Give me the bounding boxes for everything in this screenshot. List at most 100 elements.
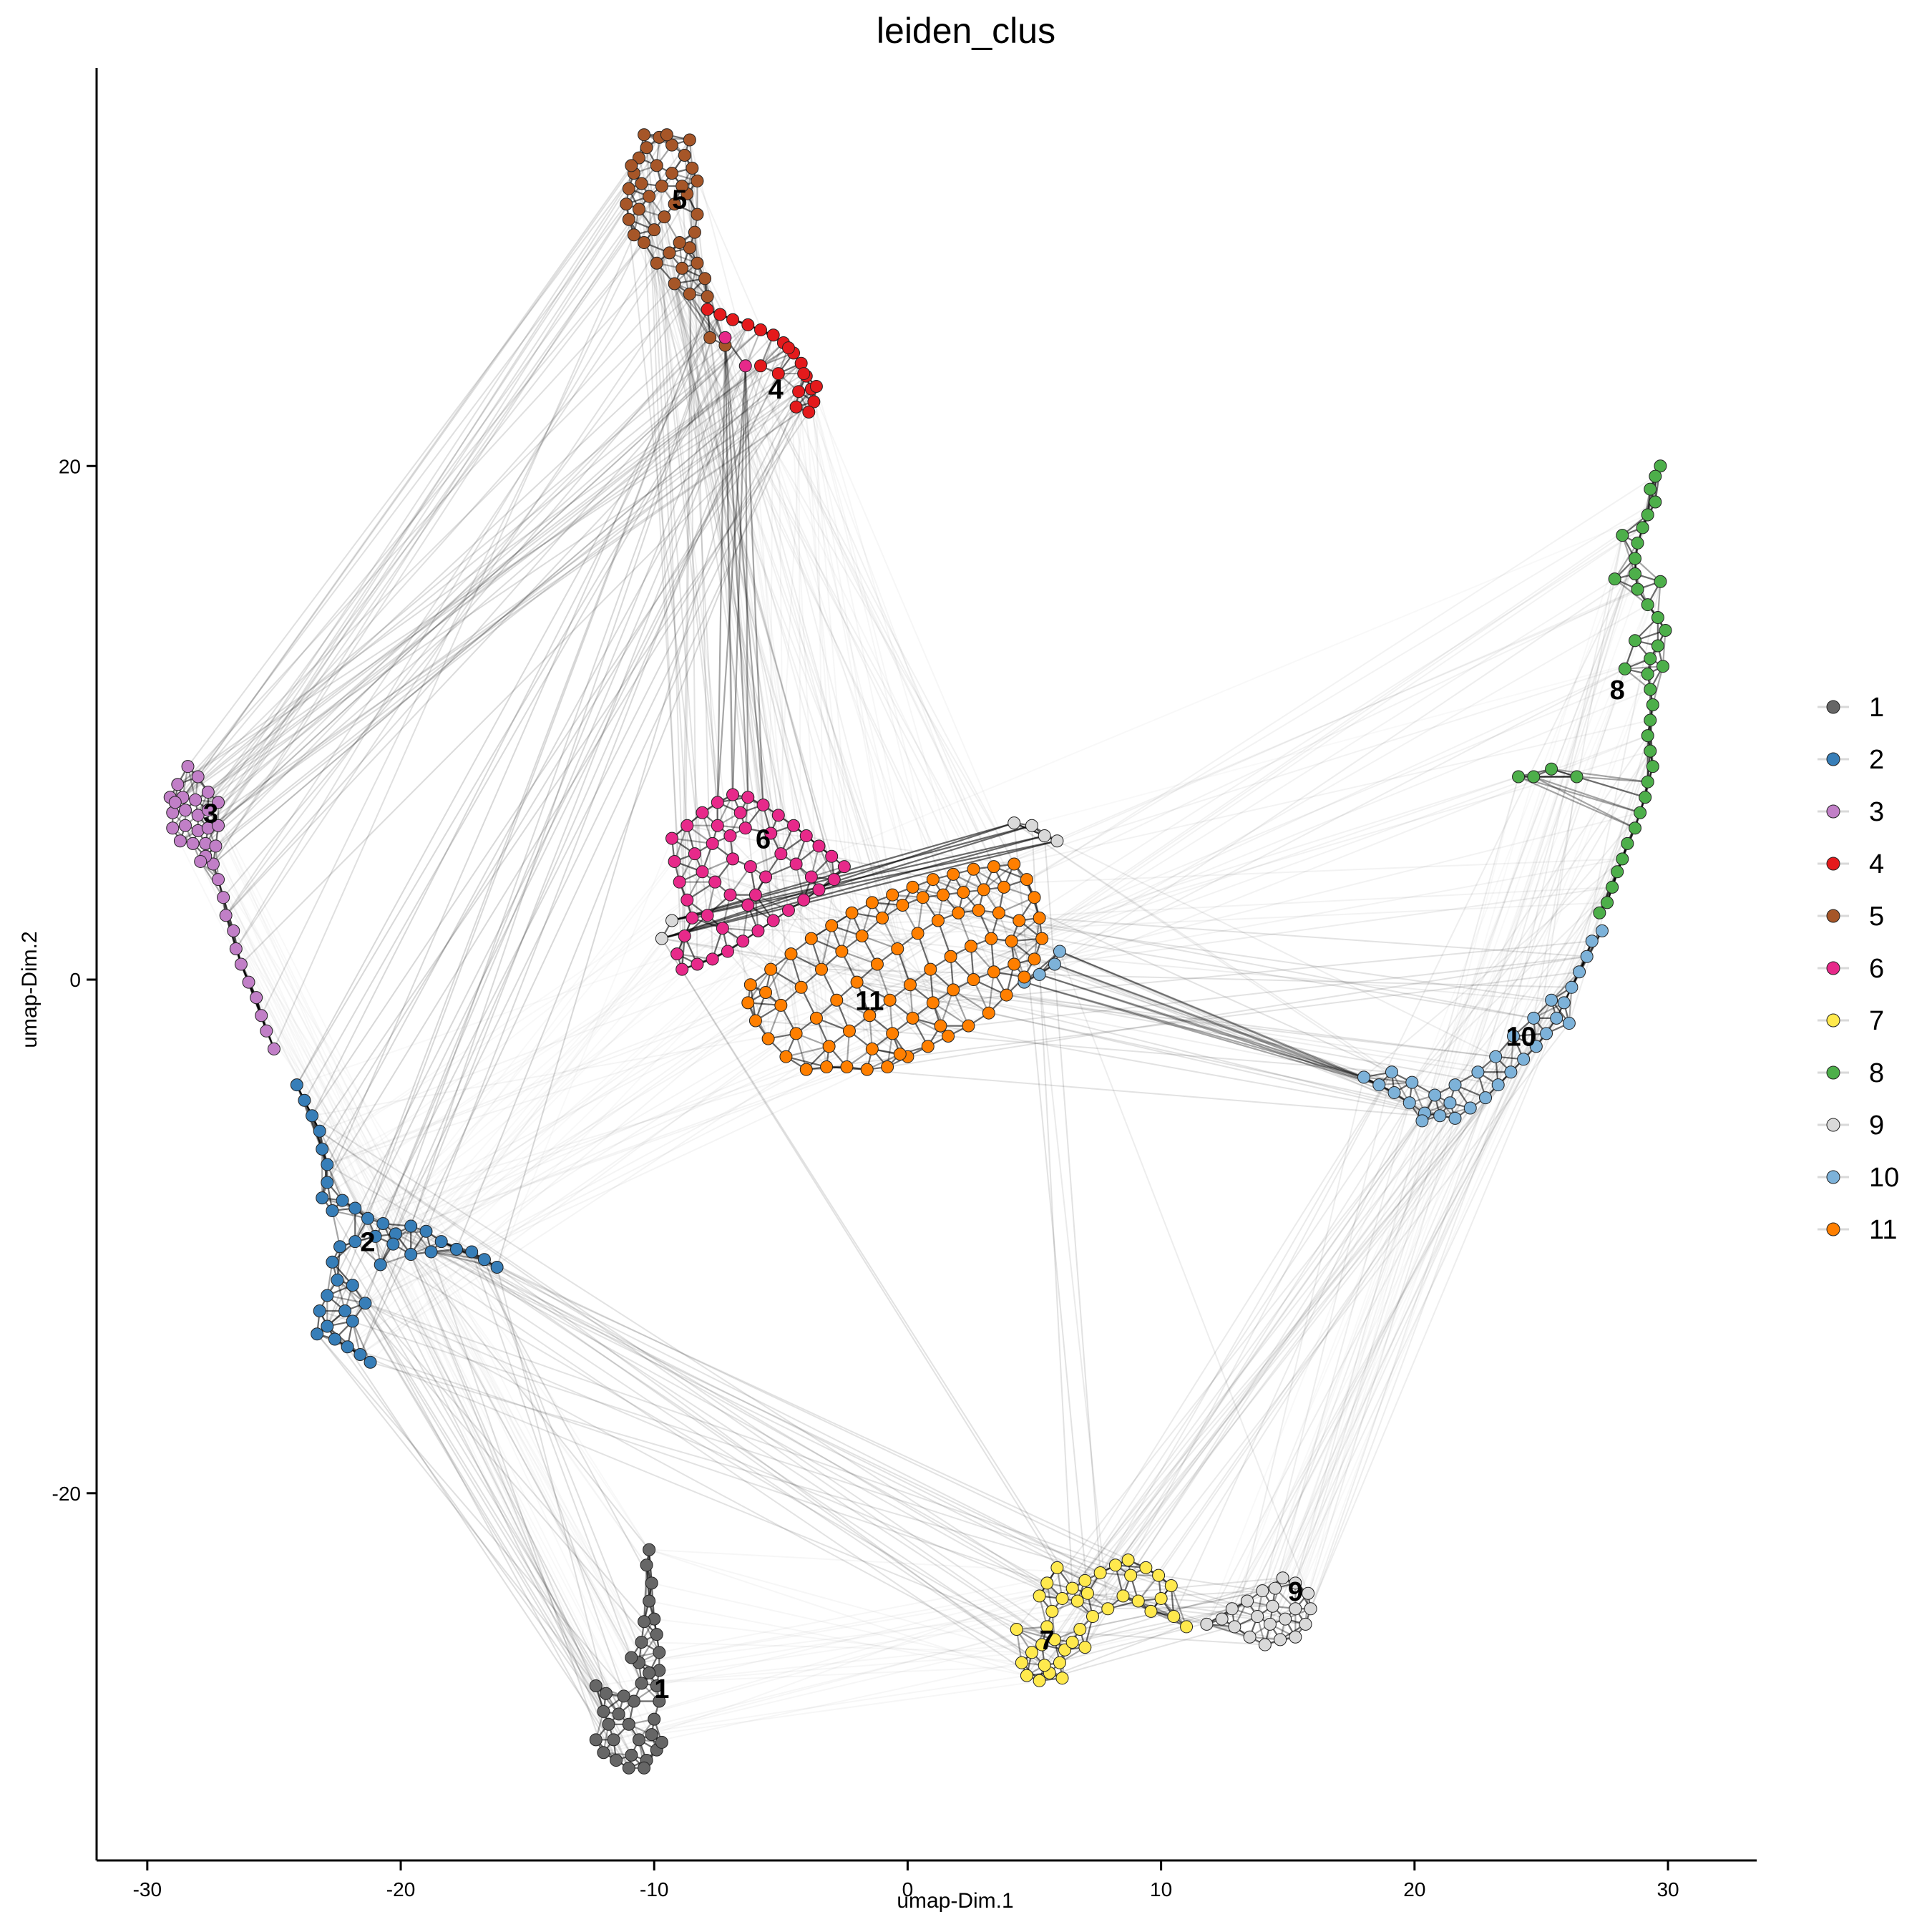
cluster-7-point: [1167, 1610, 1181, 1624]
cluster-11-point: [789, 1027, 803, 1040]
graph-edge: [816, 475, 1656, 1019]
cluster-9-point: [1256, 1584, 1269, 1598]
cluster-8-point: [1628, 552, 1641, 565]
graph-edge: [1454, 751, 1652, 1085]
cluster-11-point: [804, 932, 818, 945]
cluster-7-point: [1053, 1656, 1066, 1669]
cluster-7-point: [1131, 1594, 1145, 1608]
cluster-7-point: [1050, 1561, 1064, 1574]
graph-edge: [331, 1210, 620, 1714]
cluster-6-point: [691, 957, 704, 971]
cluster-10-point: [1504, 1065, 1518, 1079]
cluster-2-point: [434, 1235, 448, 1249]
legend-marker-4: [1826, 857, 1840, 871]
cluster-2-point: [290, 1078, 303, 1092]
cluster-3-point: [242, 975, 255, 989]
cluster-2-point: [298, 1093, 311, 1107]
graph-edge: [1059, 950, 1380, 1086]
graph-edge: [218, 182, 643, 826]
cluster-5-point: [655, 180, 668, 193]
cluster-2-point: [348, 1235, 362, 1249]
graph-edge: [395, 1233, 1101, 1574]
graph-edge: [1080, 1590, 1263, 1630]
cluster-10-point: [1540, 1027, 1553, 1040]
cluster-10-point: [1433, 1109, 1447, 1123]
cluster-6-point: [738, 821, 752, 835]
cluster-5-point: [683, 133, 696, 147]
graph-edge: [655, 165, 807, 1070]
cluster-11-point: [891, 942, 904, 955]
cluster-5-point: [673, 236, 686, 250]
graph-edge: [950, 750, 1651, 957]
graph-edge: [1006, 994, 1498, 1086]
cluster-2-point: [328, 1332, 341, 1346]
cluster-9-point: [1304, 1602, 1317, 1616]
cluster-6-point: [741, 791, 755, 804]
cluster-3-point: [173, 834, 187, 848]
x-tick-label: 30: [1657, 1878, 1679, 1901]
graph-edge: [1115, 930, 1603, 1566]
graph-edge: [331, 1262, 658, 1635]
graph-edge: [395, 1233, 650, 1551]
cluster-11-point: [774, 998, 788, 1012]
graph-edge: [862, 902, 1608, 937]
graph-edge: [671, 834, 1045, 922]
cluster-10-point: [1415, 1114, 1429, 1128]
graph-edge: [1115, 1056, 1496, 1566]
cluster-3-point: [212, 819, 225, 832]
graph-edge: [1454, 527, 1644, 1119]
graph-edge: [1262, 558, 1635, 1591]
legend-label-8: 8: [1869, 1058, 1884, 1088]
graph-edge: [1551, 971, 1580, 1001]
cluster-6-point: [716, 922, 729, 935]
cluster-6-point: [774, 847, 788, 861]
graph-edge: [716, 337, 726, 803]
graph-edge: [218, 337, 711, 826]
graph-edge: [1274, 1103, 1410, 1589]
graph-edge: [326, 386, 817, 1184]
cluster-7-point: [1040, 1576, 1054, 1590]
cluster-4-point: [789, 400, 803, 414]
cluster-5-point: [638, 236, 651, 250]
graph-edge: [225, 334, 774, 916]
cluster-7-point: [1055, 1591, 1069, 1605]
cluster-2-point: [477, 1253, 491, 1267]
graph-edge: [311, 1115, 328, 1165]
graph-edges: [169, 134, 1667, 1769]
graph-edge: [236, 949, 660, 1702]
cluster-9-point: [1200, 1617, 1214, 1631]
graph-edge: [788, 909, 954, 991]
legend-label-11: 11: [1869, 1215, 1897, 1245]
graph-edge: [912, 886, 1440, 1117]
cluster-5-point: [632, 203, 645, 216]
graph-edge: [643, 242, 1000, 914]
graph-edge: [197, 229, 655, 816]
cluster-7-point: [1040, 1620, 1054, 1634]
graph-edge: [937, 919, 1455, 1119]
graph-edge: [671, 919, 1564, 1004]
graph-edge: [1586, 735, 1649, 957]
chart-title: leiden_clus: [876, 11, 1056, 51]
graph-edge: [791, 953, 1455, 1119]
graph-edge: [912, 886, 1425, 1114]
cluster-6-point: [837, 860, 851, 874]
cluster-11-point: [855, 930, 869, 943]
graph-edge: [368, 836, 806, 1219]
graph-edge: [235, 263, 698, 950]
graph-edge: [326, 308, 708, 1183]
cluster-7-point: [1078, 1641, 1092, 1654]
graph-edge: [441, 1241, 1146, 1568]
graph-edge: [326, 1325, 605, 1712]
graph-edge: [747, 904, 990, 1014]
cluster-8-point: [1644, 683, 1657, 696]
cluster-5-point: [675, 180, 689, 193]
cluster-6-point: [718, 331, 732, 344]
cluster-11-point: [865, 896, 879, 909]
cluster-2-point: [465, 1245, 479, 1259]
cluster-11-point: [1000, 988, 1013, 1002]
graph-edge: [765, 876, 959, 914]
legend-label-6: 6: [1869, 954, 1884, 984]
cluster-10-point: [1550, 1011, 1563, 1025]
graph-edge: [425, 334, 774, 1232]
cluster-11-point: [881, 1060, 894, 1074]
